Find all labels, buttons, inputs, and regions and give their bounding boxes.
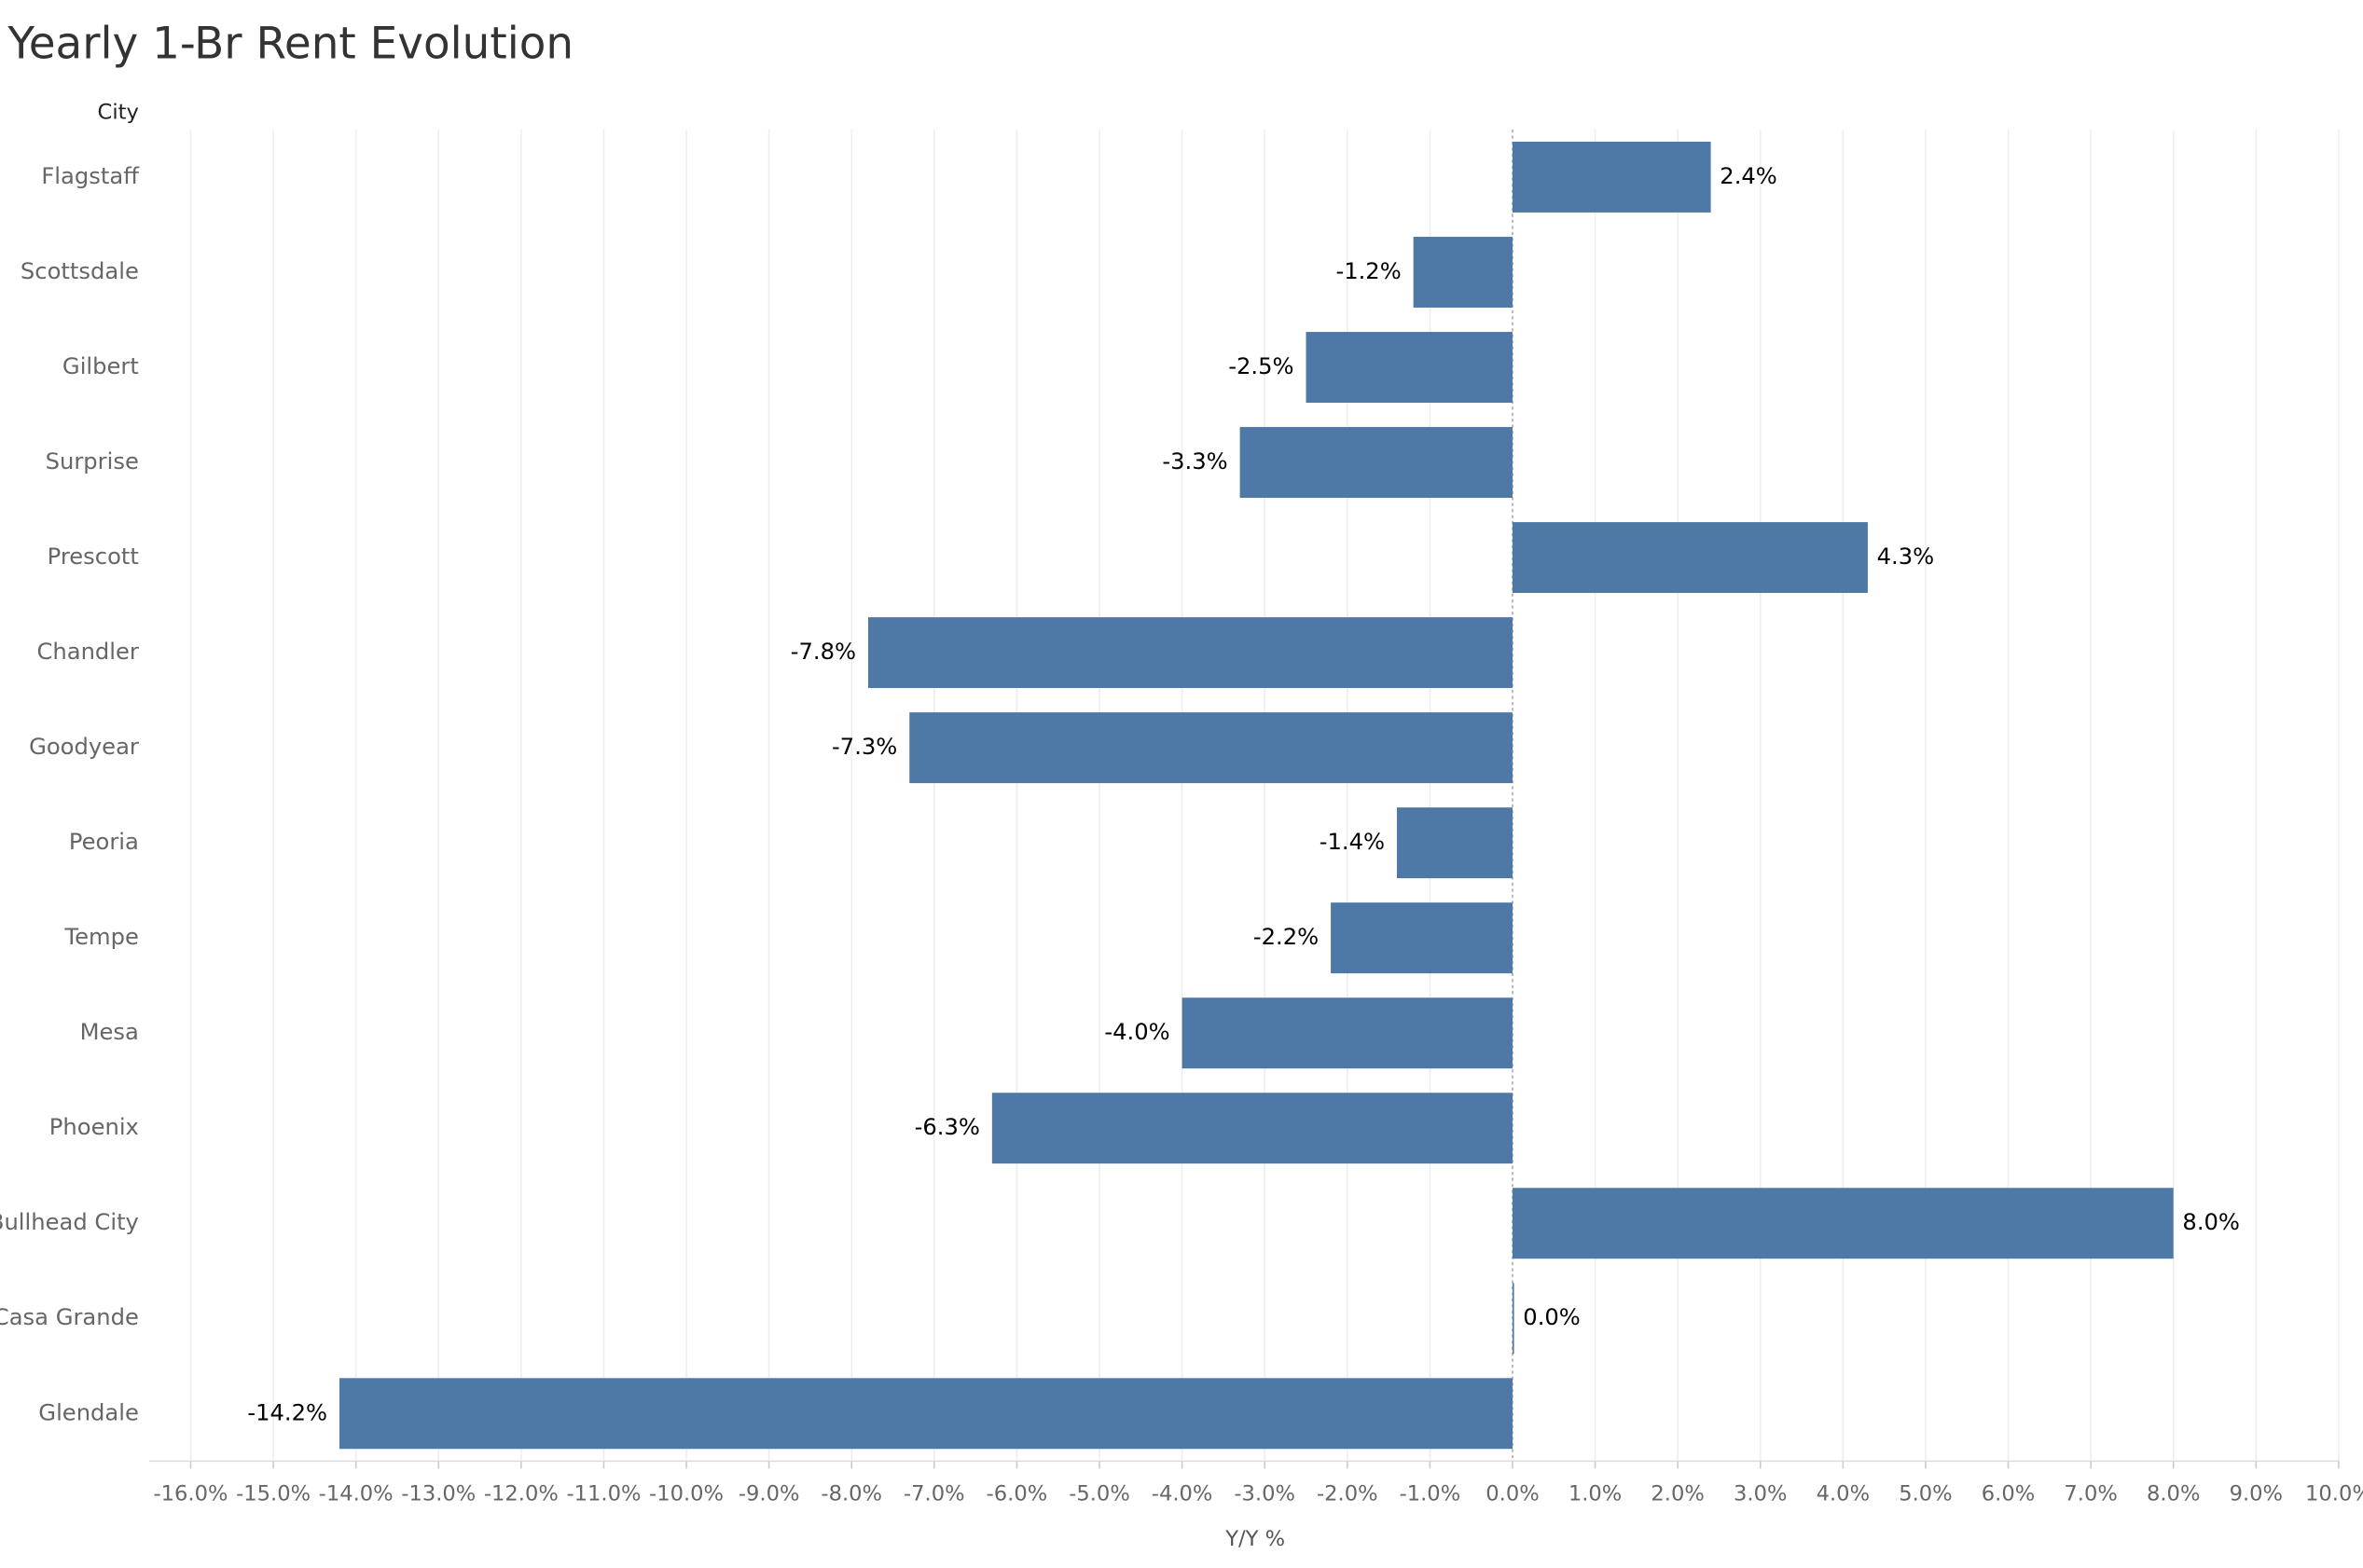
bar: [909, 712, 1513, 784]
x-tick-label: 4.0%: [1817, 1481, 1870, 1506]
x-tick-label: -8.0%: [821, 1481, 882, 1506]
value-label: 2.4%: [1720, 163, 1777, 189]
x-tick-label: -15.0%: [236, 1481, 311, 1506]
x-tick-label: -12.0%: [484, 1481, 559, 1506]
y-tick-label: Bullhead City: [0, 1209, 139, 1235]
x-tick-label: -16.0%: [154, 1481, 228, 1506]
y-tick-label: Tempe: [63, 924, 138, 950]
value-label: -14.2%: [247, 1399, 327, 1425]
bar: [1512, 522, 1868, 594]
x-tick-label: 3.0%: [1734, 1481, 1787, 1506]
x-tick-label: 10.0%: [2305, 1481, 2363, 1506]
x-tick-label: -4.0%: [1152, 1481, 1213, 1506]
bar: [1413, 237, 1513, 308]
x-tick-label: -7.0%: [904, 1481, 965, 1506]
x-tick-label: -11.0%: [566, 1481, 641, 1506]
value-label: -6.3%: [915, 1114, 980, 1140]
x-tick-label: -6.0%: [987, 1481, 1048, 1506]
x-tick-label: 6.0%: [1982, 1481, 2035, 1506]
chart-title: Yearly 1-Br Rent Evolution: [7, 20, 573, 70]
bar: [1512, 141, 1711, 213]
value-label: -1.4%: [1320, 829, 1385, 855]
bar: [991, 1093, 1513, 1164]
x-tick-label: -10.0%: [649, 1481, 724, 1506]
value-label: -2.2%: [1253, 924, 1319, 950]
bar: [1396, 807, 1513, 879]
x-tick-label: 9.0%: [2230, 1481, 2283, 1506]
value-label: -7.8%: [791, 639, 856, 665]
y-tick-label: Surprise: [46, 448, 139, 475]
value-label: -7.3%: [832, 734, 897, 760]
y-tick-label: Mesa: [80, 1019, 139, 1045]
x-axis-title: Y/Y %: [1224, 1527, 1285, 1551]
x-tick-label: 2.0%: [1651, 1481, 1704, 1506]
y-axis-title: City: [98, 101, 139, 125]
bar: [1182, 997, 1513, 1069]
x-tick-label: -5.0%: [1069, 1481, 1130, 1506]
value-label: -3.3%: [1162, 448, 1227, 475]
y-tick-label: Prescott: [48, 543, 139, 570]
value-label: -1.2%: [1335, 258, 1401, 284]
x-tick-label: -2.0%: [1317, 1481, 1378, 1506]
x-tick-label: -13.0%: [401, 1481, 476, 1506]
x-tick-label: -14.0%: [319, 1481, 394, 1506]
y-tick-label: Casa Grande: [0, 1304, 139, 1330]
value-label: 0.0%: [1523, 1304, 1581, 1330]
y-tick-label: Phoenix: [49, 1114, 139, 1140]
x-tick-label: 0.0%: [1486, 1481, 1539, 1506]
y-tick-label: Glendale: [38, 1399, 139, 1425]
value-label: 4.3%: [1877, 543, 1935, 570]
bar: [1306, 332, 1513, 403]
x-tick-label: -3.0%: [1234, 1481, 1295, 1506]
value-label: 8.0%: [2182, 1209, 2240, 1235]
bar: [1331, 902, 1513, 974]
x-tick-label: 5.0%: [1899, 1481, 1952, 1506]
y-tick-label: Flagstaff: [41, 163, 140, 189]
x-tick-label: -9.0%: [739, 1481, 800, 1506]
y-tick-label: Scottsdale: [21, 258, 139, 284]
bar: [867, 617, 1513, 689]
bar: [1239, 427, 1513, 499]
value-label: -2.5%: [1228, 353, 1293, 379]
x-tick-label: 1.0%: [1568, 1481, 1622, 1506]
y-tick-label: Goodyear: [29, 734, 139, 760]
bar: [1512, 1283, 1514, 1355]
x-tick-label: 8.0%: [2147, 1481, 2200, 1506]
value-label: -4.0%: [1104, 1019, 1169, 1045]
y-tick-label: Peoria: [69, 829, 139, 855]
x-tick-label: -1.0%: [1400, 1481, 1461, 1506]
x-tick-label: 7.0%: [2064, 1481, 2117, 1506]
y-tick-label: Gilbert: [62, 353, 139, 379]
bar: [339, 1378, 1513, 1450]
y-tick-label: Chandler: [36, 639, 138, 665]
bar: [1512, 1188, 2174, 1259]
